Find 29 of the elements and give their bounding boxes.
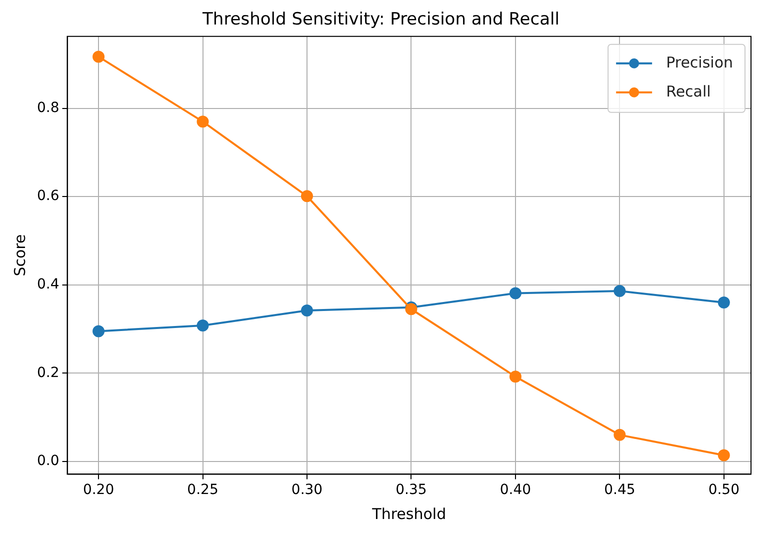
x-axis-title: Threshold [371,504,446,523]
point [300,304,313,316]
point [718,449,730,462]
point [196,116,209,128]
x-tick-label: 0.40 [500,482,532,498]
y-tick-label: 0.4 [37,276,60,293]
point [614,428,626,441]
y-tick-label: 0.6 [37,188,60,204]
point [196,319,209,332]
point [718,296,730,309]
point [92,325,105,338]
y-tick-label: 0.0 [37,453,60,470]
point [614,285,626,298]
point [509,287,522,300]
y-tick-label: 0.8 [37,100,60,116]
chart-title: Threshold Sensitivity: Precision and Recall [202,10,560,30]
x-tick-label: 0.30 [291,482,323,498]
legend-label: Recall [666,82,711,100]
y-axis-title: Score [10,234,29,276]
x-tick-label: 0.45 [604,482,636,498]
point [509,370,522,383]
point [92,50,105,63]
x-tick-label: 0.25 [187,482,218,498]
x-tick-label: 0.20 [82,482,114,498]
y-tick-label: 0.2 [37,364,60,381]
x-tick-label: 0.50 [708,482,740,498]
x-tick-label: 0.35 [396,482,427,498]
legend-label: Precision [666,53,734,72]
point [300,190,313,202]
